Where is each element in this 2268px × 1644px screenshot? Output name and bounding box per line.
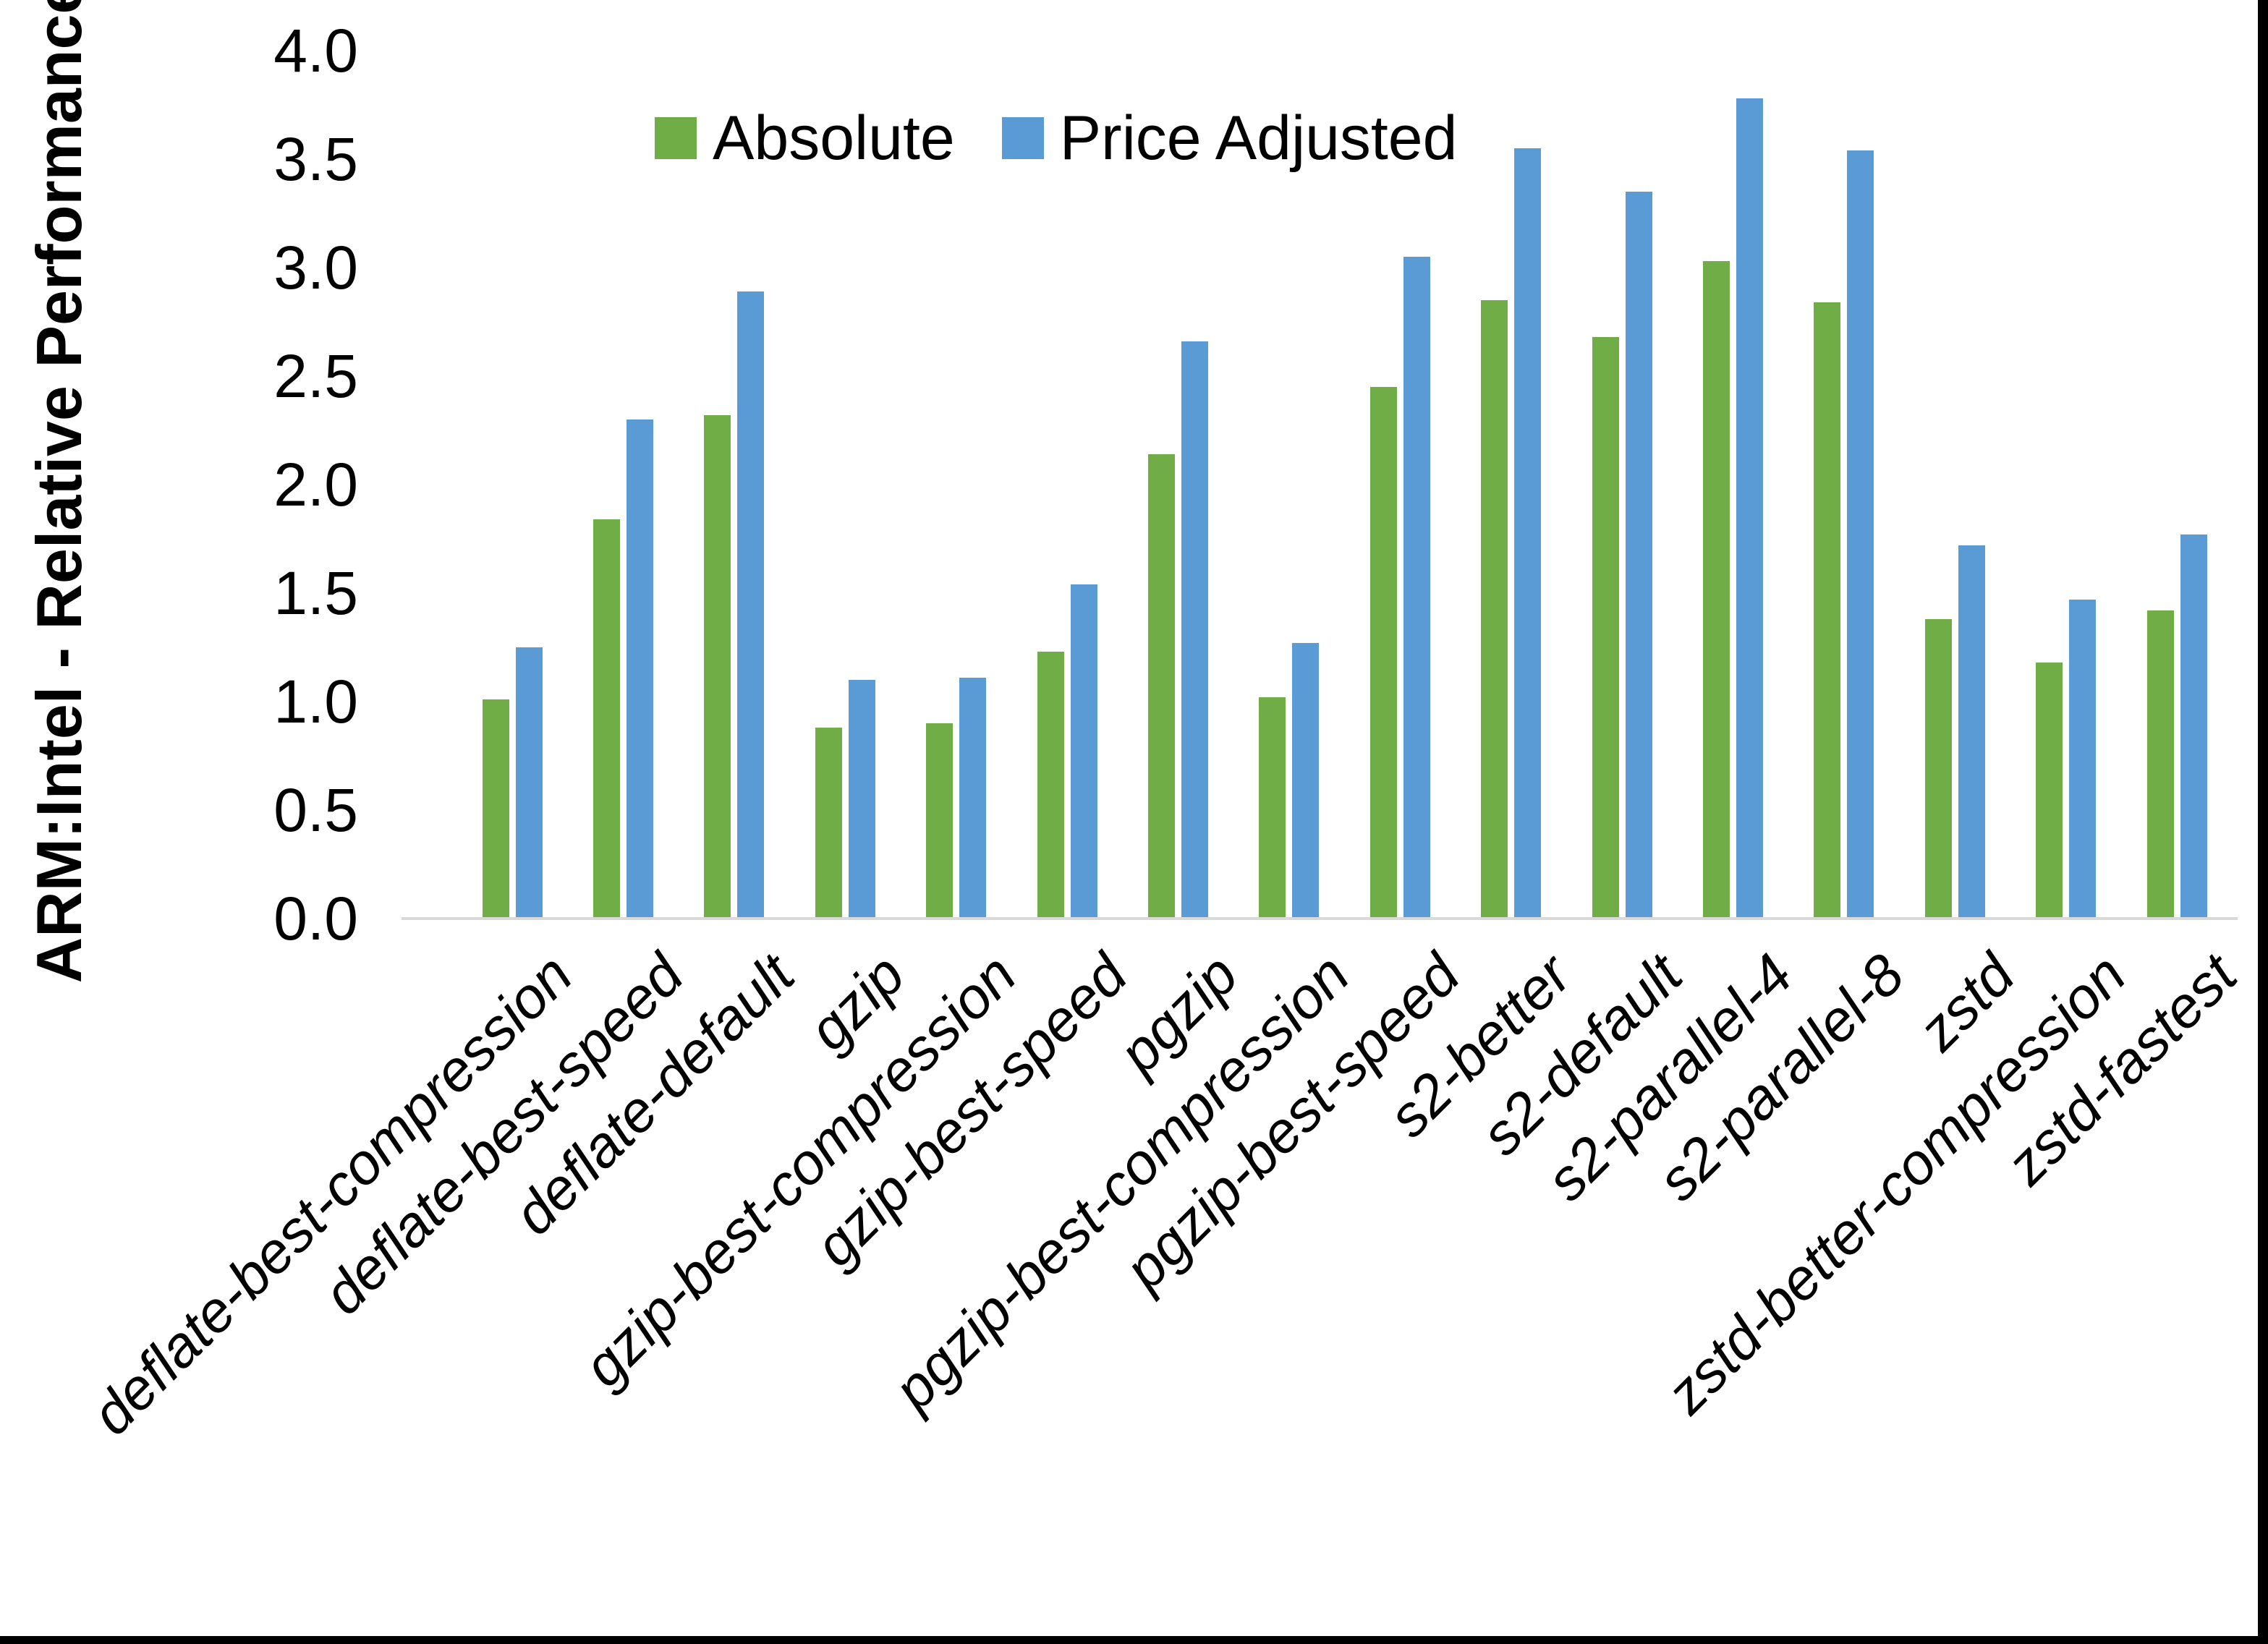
bar-absolute-s2-parallel-8 [1814, 302, 1841, 919]
legend-swatch-absolute [655, 117, 697, 159]
border-right [2258, 0, 2268, 1644]
bar-price-adjusted-s2-default [1625, 192, 1652, 919]
bar-price-adjusted-zstd-better-compression [2069, 600, 2097, 919]
bar-price-adjusted-zstd-fastest [2180, 534, 2207, 919]
y-tick-label: 2.5 [273, 342, 358, 410]
y-tick-label: 3.0 [273, 234, 358, 302]
y-tick-label: 1.0 [273, 668, 358, 736]
bar-absolute-deflate-best-speed [593, 519, 620, 919]
legend-item-absolute: Absolute [655, 107, 955, 169]
bar-absolute-zstd-better-compression [2036, 663, 2063, 919]
bar-absolute-gzip-best-speed [1037, 652, 1064, 919]
bar-absolute-deflate-default [704, 415, 731, 919]
bar-price-adjusted-s2-better [1514, 148, 1542, 919]
bar-price-adjusted-deflate-best-compression [515, 647, 543, 919]
x-axis-line [402, 917, 2238, 920]
bar-absolute-zstd [1924, 619, 1952, 919]
bar-price-adjusted-s2-parallel-8 [1847, 150, 1874, 919]
bar-price-adjusted-gzip-best-compression [959, 678, 987, 919]
y-tick-label: 0.5 [273, 776, 358, 844]
bar-absolute-s2-better [1481, 300, 1508, 919]
bar-absolute-s2-default [1592, 337, 1619, 919]
bar-price-adjusted-gzip [848, 680, 875, 919]
bar-price-adjusted-zstd [1958, 545, 1985, 919]
legend-swatch-price-adjusted [1001, 117, 1044, 159]
bar-absolute-gzip-best-compression [926, 723, 954, 919]
bar-absolute-pgzip-best-speed [1369, 387, 1397, 919]
bar-price-adjusted-pgzip [1181, 341, 1208, 919]
bar-absolute-deflate-best-compression [482, 699, 509, 919]
legend-item-price-adjusted: Price Adjusted [1001, 103, 1458, 173]
bar-price-adjusted-s2-parallel-4 [1736, 98, 1763, 919]
bar-price-adjusted-gzip-best-speed [1070, 584, 1097, 919]
legend-label-price-adjusted: Price Adjusted [1059, 103, 1458, 173]
y-tick-label: 0.0 [273, 885, 358, 953]
y-tick-label: 2.0 [273, 451, 358, 519]
bar-absolute-zstd-fastest [2146, 610, 2174, 919]
y-tick-label: 3.5 [273, 125, 358, 193]
bar-absolute-pgzip [1147, 454, 1175, 919]
y-tick-label: 1.5 [273, 559, 358, 627]
y-tick-label: 4.0 [273, 17, 358, 85]
bar-absolute-pgzip-best-compression [1259, 697, 1286, 919]
bar-price-adjusted-deflate-default [737, 291, 765, 919]
bar-price-adjusted-pgzip-best-compression [1292, 643, 1320, 919]
legend-label-absolute: Absolute [713, 103, 955, 173]
border-bottom [0, 1636, 2268, 1644]
bar-price-adjusted-deflate-best-speed [626, 419, 653, 919]
legend: Absolute Price Adjusted [655, 107, 1457, 169]
bar-absolute-gzip [815, 728, 842, 919]
bar-price-adjusted-pgzip-best-speed [1403, 257, 1430, 919]
bar-absolute-s2-parallel-4 [1702, 261, 1730, 919]
